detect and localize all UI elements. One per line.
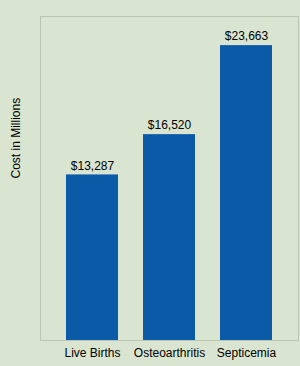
svg-text:Osteoarthritis: Osteoarthritis [134,346,205,360]
svg-text:Live Births: Live Births [64,346,120,360]
svg-text:$16,520: $16,520 [148,118,192,132]
svg-text:$13,287: $13,287 [71,159,115,173]
svg-text:Septicemia: Septicemia [217,346,277,360]
svg-text:Cost in Millions: Cost in Millions [9,98,23,179]
svg-text:$23,663: $23,663 [225,29,269,43]
